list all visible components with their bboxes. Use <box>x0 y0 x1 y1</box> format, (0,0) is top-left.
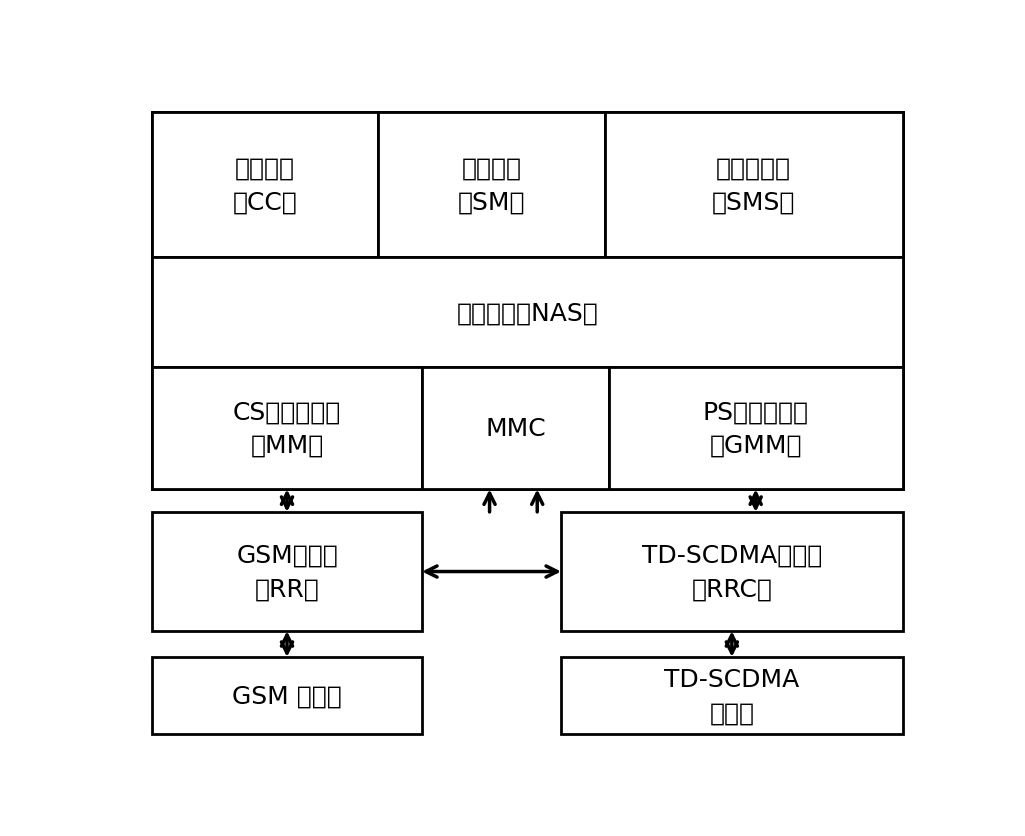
Bar <box>152 113 903 490</box>
Bar <box>152 657 422 734</box>
Text: 非接入层（NAS）: 非接入层（NAS） <box>456 301 599 324</box>
Text: GSM 物理层: GSM 物理层 <box>232 684 342 708</box>
Text: TD-SCDMA
物理层: TD-SCDMA 物理层 <box>664 667 800 725</box>
Text: GSM接入层
（RR）: GSM接入层 （RR） <box>236 543 338 600</box>
Bar <box>422 368 609 490</box>
Bar <box>152 258 903 368</box>
Text: 会话管理
（SM）: 会话管理 （SM） <box>458 157 525 214</box>
Bar <box>561 657 903 734</box>
Bar <box>152 368 422 490</box>
Text: 呼叫控制
（CC）: 呼叫控制 （CC） <box>233 157 297 214</box>
Bar <box>609 368 903 490</box>
Bar <box>378 113 605 258</box>
Text: TD-SCDMA接入层
（RRC）: TD-SCDMA接入层 （RRC） <box>642 543 822 600</box>
Text: 短消息管理
（SMS）: 短消息管理 （SMS） <box>712 157 795 214</box>
Bar <box>561 512 903 631</box>
Text: CS域移动管理
（MM）: CS域移动管理 （MM） <box>233 400 341 457</box>
Bar <box>152 512 422 631</box>
Text: PS域移动管理
（GMM）: PS域移动管理 （GMM） <box>703 400 809 457</box>
Text: MMC: MMC <box>485 416 545 441</box>
Bar <box>152 113 378 258</box>
Bar <box>605 113 903 258</box>
